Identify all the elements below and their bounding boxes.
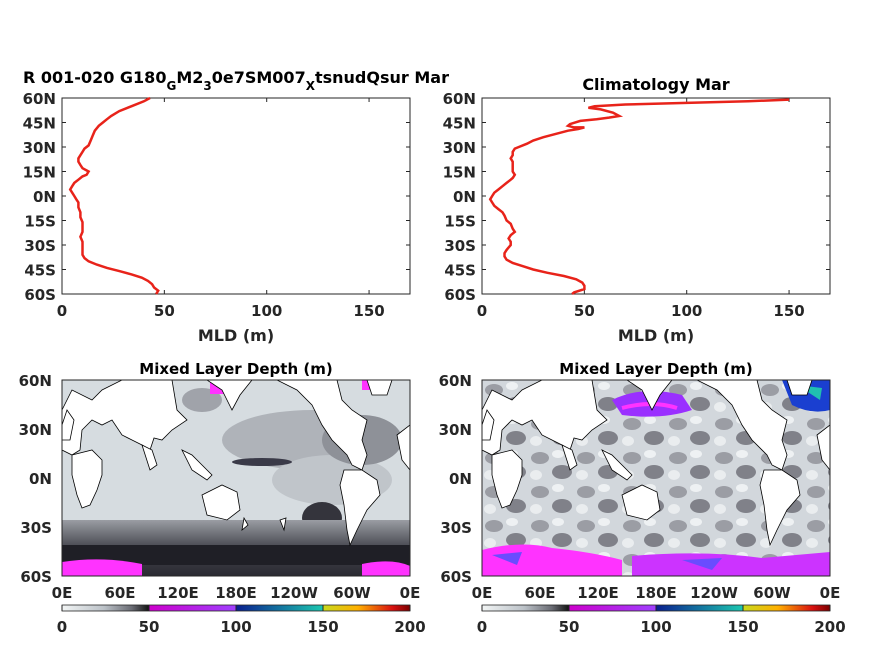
- lat-label: 30N: [439, 421, 472, 439]
- lon-label: 0E: [52, 584, 73, 602]
- y-tick-label: 30S: [444, 237, 476, 255]
- lat-label: 0N: [449, 470, 472, 488]
- map-title-left: Mixed Layer Depth (m): [139, 360, 332, 378]
- colorbar-tick-label: 100: [220, 618, 251, 636]
- profile-plot-right: Climatology Mar 60N45N30N15N0N15S30S45S6…: [443, 75, 831, 345]
- lat-label: 0N: [29, 470, 52, 488]
- lon-label: 60E: [524, 584, 555, 602]
- plot-area: [481, 97, 831, 295]
- lon-label: 0E: [472, 584, 493, 602]
- y-tick-label: 30N: [443, 139, 476, 157]
- x-tick-label: 100: [671, 302, 702, 320]
- lat-label: 30S: [20, 519, 52, 537]
- lon-label: 60W: [753, 584, 791, 602]
- map-title-right: Mixed Layer Depth (m): [559, 360, 752, 378]
- map-frame: [481, 379, 831, 577]
- x-tick-label: 150: [773, 302, 804, 320]
- x-tick-label: 50: [574, 302, 595, 320]
- colorbar-tick-label: 0: [477, 618, 487, 636]
- lat-label: 30N: [19, 421, 52, 439]
- mld-map-left: Mixed Layer Depth (m): [19, 360, 426, 636]
- colorbar-ticks: 0 50 100 150 200: [57, 605, 426, 636]
- lon-label: 60E: [104, 584, 135, 602]
- plot-title-right: Climatology Mar: [582, 75, 729, 94]
- y-tick-label: 0N: [453, 188, 476, 206]
- y-tick-label: 15S: [24, 213, 56, 231]
- x-tick-label: 0: [477, 302, 487, 320]
- profile-plot-left: R 001-020 G180GM230e7SM007XtsnudQsur Mar…: [23, 68, 450, 345]
- lon-label: 120W: [270, 584, 318, 602]
- y-tick-label: 45S: [444, 262, 476, 280]
- lon-label: 180E: [215, 584, 257, 602]
- lon-label: 0E: [820, 584, 841, 602]
- colorbar-tick-label: 200: [394, 618, 425, 636]
- x-tick-label: 100: [251, 302, 282, 320]
- y-tick-label: 45N: [443, 115, 476, 133]
- lat-label: 60N: [439, 372, 472, 390]
- map-field: [62, 380, 410, 576]
- lat-label: 60S: [20, 568, 52, 586]
- plot-title-left: R 001-020 G180GM230e7SM007XtsnudQsur Mar: [23, 68, 449, 93]
- x-tick-label: 50: [154, 302, 175, 320]
- lat-label: 30S: [440, 519, 472, 537]
- colorbar-tick-label: 100: [640, 618, 671, 636]
- colorbar-tick-label: 150: [727, 618, 758, 636]
- lat-label: 60S: [440, 568, 472, 586]
- lon-label: 0E: [400, 584, 421, 602]
- lon-label: 180E: [635, 584, 677, 602]
- colorbar-ticks: 0 50 100 150 200: [477, 605, 846, 636]
- colorbar-tick-label: 50: [139, 618, 160, 636]
- y-tick-label: 30S: [24, 237, 56, 255]
- lon-label: 120E: [577, 584, 619, 602]
- lon-label: 120E: [157, 584, 199, 602]
- mld-profile-line: [68, 96, 160, 295]
- x-tick-label: 0: [57, 302, 67, 320]
- map-field: [482, 380, 830, 576]
- x-axis-label: MLD (m): [198, 326, 274, 345]
- y-tick-label: 15N: [443, 164, 476, 182]
- lon-label: 60W: [333, 584, 371, 602]
- colorbar-tick-label: 150: [307, 618, 338, 636]
- lon-label: 120W: [690, 584, 738, 602]
- y-tick-label: 60S: [24, 286, 56, 304]
- mld-profile-line: [488, 98, 790, 295]
- lat-label: 60N: [19, 372, 52, 390]
- y-tick-label: 30N: [23, 139, 56, 157]
- y-tick-label: 60S: [444, 286, 476, 304]
- y-tick-label: 15N: [23, 164, 56, 182]
- plot-area: [61, 97, 411, 295]
- y-tick-label: 60N: [23, 90, 56, 108]
- x-tick-label: 150: [353, 302, 384, 320]
- colorbar-tick-label: 50: [559, 618, 580, 636]
- y-tick-label: 15S: [444, 213, 476, 231]
- y-tick-label: 0N: [33, 188, 56, 206]
- map-frame: [61, 379, 411, 577]
- y-tick-label: 60N: [443, 90, 476, 108]
- y-tick-label: 45N: [23, 115, 56, 133]
- colorbar-tick-label: 0: [57, 618, 67, 636]
- x-axis-label: MLD (m): [618, 326, 694, 345]
- colorbar-tick-label: 200: [814, 618, 845, 636]
- y-tick-label: 45S: [24, 262, 56, 280]
